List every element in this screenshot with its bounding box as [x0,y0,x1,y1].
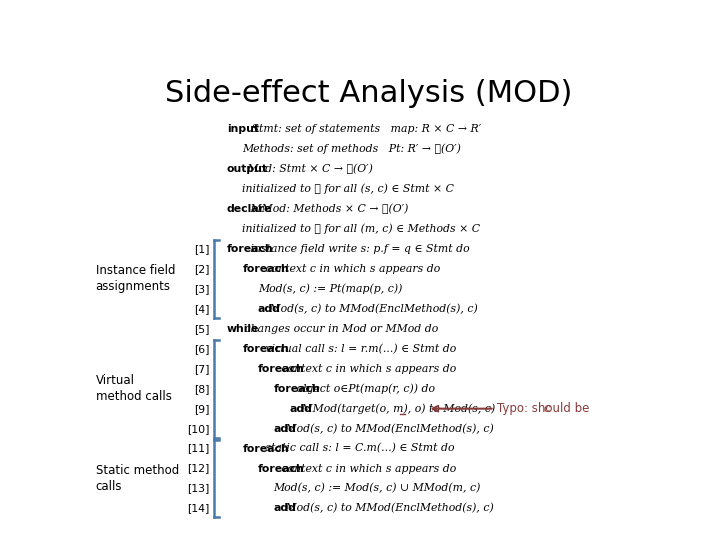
Text: [11]: [11] [188,443,210,454]
Text: [7]: [7] [194,364,210,374]
Text: context c in which s appears do: context c in which s appears do [278,463,456,474]
Text: changes occur in Mod or MMod do: changes occur in Mod or MMod do [241,324,438,334]
Text: declare: declare [227,204,272,214]
Text: context c in which s appears do: context c in which s appears do [278,364,456,374]
Text: virtual call s: l = r.m(...) ∈ Stmt do: virtual call s: l = r.m(...) ∈ Stmt do [262,343,456,354]
Text: while: while [227,324,259,334]
Text: add: add [258,304,281,314]
Text: [8]: [8] [194,384,210,394]
Text: foreach: foreach [274,384,320,394]
Text: object o∈Pt(map(r, c)) do: object o∈Pt(map(r, c)) do [293,383,436,394]
Text: Mod(s, c) to MMod(EnclMethod(s), c): Mod(s, c) to MMod(EnclMethod(s), c) [266,303,478,314]
Text: Mod(s, c) := Mod(s, c) ∪ MMod(m, c): Mod(s, c) := Mod(s, c) ∪ MMod(m, c) [274,483,481,494]
Text: Mod: Stmt × C → ℙ(O′): Mod: Stmt × C → ℙ(O′) [243,164,372,174]
Text: [13]: [13] [188,483,210,494]
Text: foreach: foreach [243,344,289,354]
Text: Methods: set of methods   Pt: R′ → ℙ(O′): Methods: set of methods Pt: R′ → ℙ(O′) [243,144,462,154]
Text: [6]: [6] [194,344,210,354]
Text: output: output [227,164,268,174]
Text: Side-effect Analysis (MOD): Side-effect Analysis (MOD) [166,79,572,109]
Text: MMod(target(o, m), o) to Mod(s, c): MMod(target(o, m), o) to Mod(s, c) [297,403,495,414]
Text: foreach: foreach [243,443,289,454]
Text: [14]: [14] [188,503,210,514]
Text: [4]: [4] [194,304,210,314]
Text: [10]: [10] [187,423,210,434]
Text: foreach: foreach [258,463,305,474]
Text: [12]: [12] [188,463,210,474]
Text: Virtual
method calls: Virtual method calls [96,374,171,403]
Text: Mod(s, c) := Pt(map(p, c)): Mod(s, c) := Pt(map(p, c)) [258,284,402,294]
Text: add: add [274,503,297,514]
Text: Static method
calls: Static method calls [96,464,179,493]
Text: Mod(s, c) to MMod(EnclMethod(s), c): Mod(s, c) to MMod(EnclMethod(s), c) [282,503,494,514]
Text: initialized to ∅ for all (m, c) ∈ Methods × C: initialized to ∅ for all (m, c) ∈ Method… [243,224,480,234]
Text: add: add [289,404,312,414]
Text: input: input [227,124,258,134]
Text: static call s: l = C.m(...) ∈ Stmt do: static call s: l = C.m(...) ∈ Stmt do [262,443,454,454]
Text: foreach: foreach [258,364,305,374]
Text: instance field write s: p.f = q ∈ Stmt do: instance field write s: p.f = q ∈ Stmt d… [246,244,469,254]
Text: initialized to ∅ for all (s, c) ∈ Stmt × C: initialized to ∅ for all (s, c) ∈ Stmt ×… [243,184,454,194]
Text: Mod(s, c) to MMod(EnclMethod(s), c): Mod(s, c) to MMod(EnclMethod(s), c) [282,423,494,434]
Text: [5]: [5] [194,324,210,334]
Text: [2]: [2] [194,264,210,274]
Text: Typo: should be: Typo: should be [498,402,593,415]
Text: foreach: foreach [243,264,289,274]
Text: c: c [544,402,550,415]
Text: add: add [274,423,297,434]
Text: Stmt: set of statements   map: R × C → R′: Stmt: set of statements map: R × C → R′ [241,124,481,134]
Text: MMod: Methods × C → ℙ(O′): MMod: Methods × C → ℙ(O′) [246,204,408,214]
Text: [3]: [3] [194,284,210,294]
Text: [1]: [1] [194,244,210,254]
Text: [9]: [9] [194,404,210,414]
Text: foreach: foreach [227,244,274,254]
Text: Instance field
assignments: Instance field assignments [96,265,175,293]
Text: context c in which s appears do: context c in which s appears do [262,264,441,274]
